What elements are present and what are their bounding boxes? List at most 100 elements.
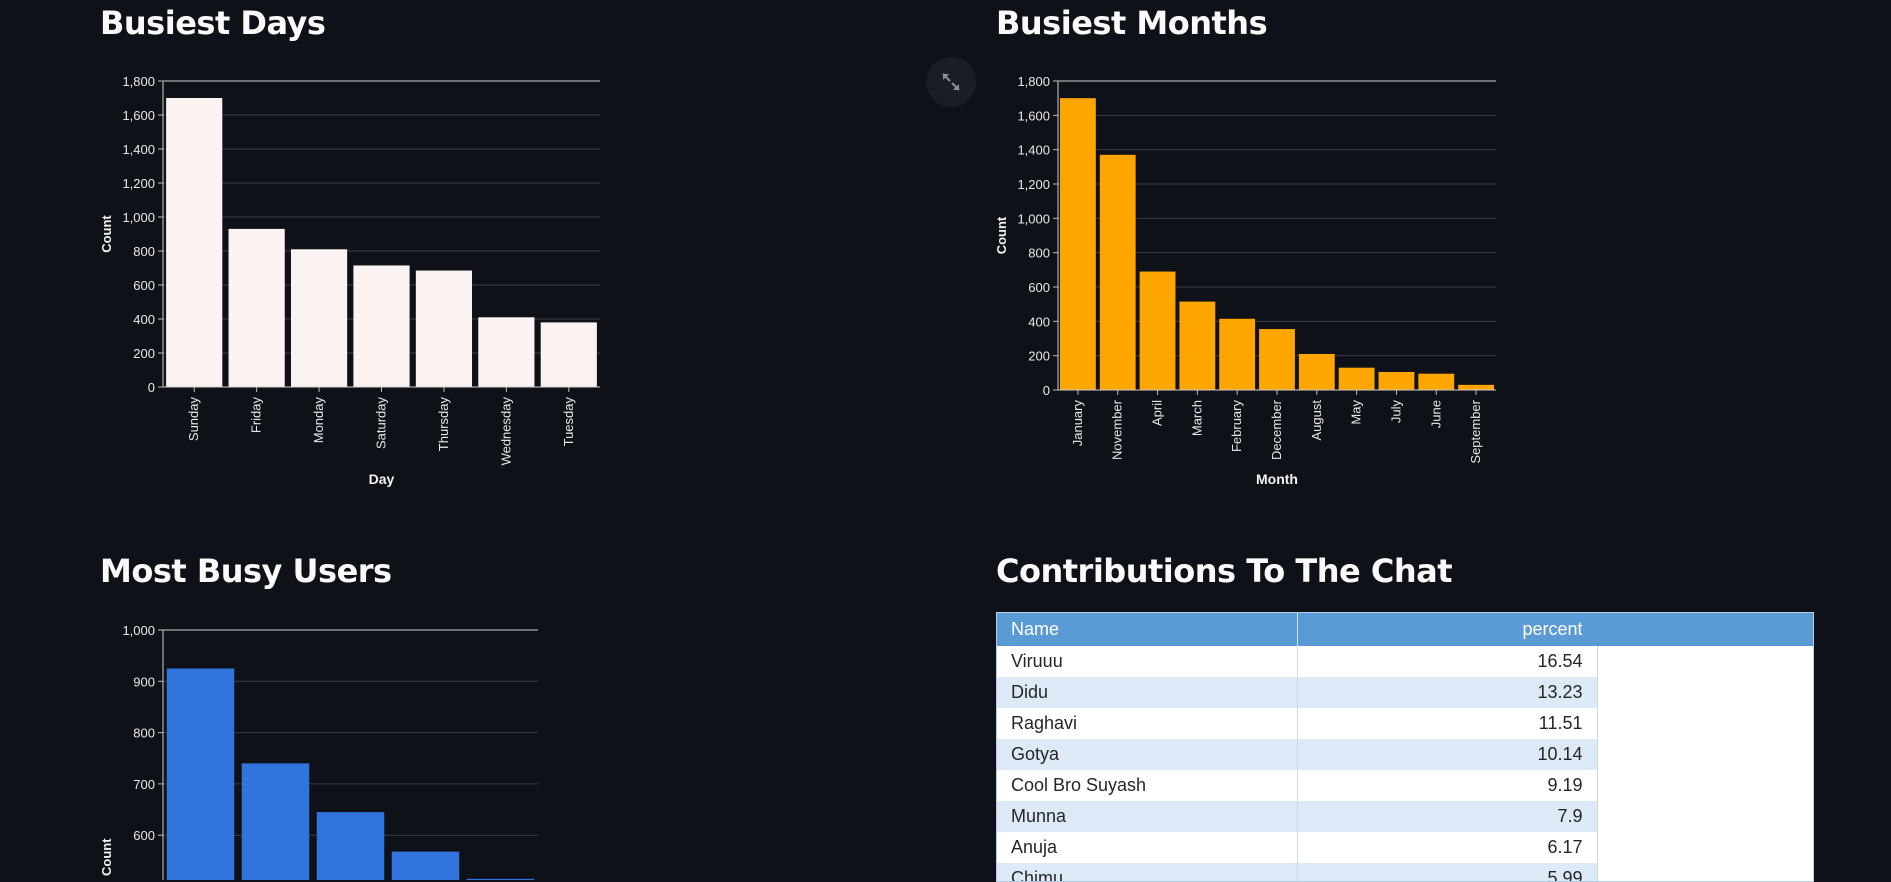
x-tick-label: April [1150, 400, 1165, 426]
y-tick-label: 400 [133, 312, 155, 327]
y-tick-label: 1,200 [122, 176, 155, 191]
cell-name: Chimu [997, 863, 1298, 881]
expand-chart-button[interactable] [926, 57, 976, 107]
expand-arrows-icon [942, 73, 960, 91]
x-tick-label: Thursday [436, 397, 451, 452]
y-tick-label: 1,600 [1017, 108, 1050, 123]
cell-percent: 16.54 [1297, 646, 1598, 677]
x-tick-label: September [1468, 399, 1483, 463]
bar[interactable] [353, 265, 410, 387]
y-tick-label: 800 [133, 244, 155, 259]
bar[interactable] [166, 668, 235, 880]
bar[interactable] [1219, 318, 1256, 390]
y-tick-label: 800 [133, 726, 155, 741]
bar[interactable] [290, 249, 348, 387]
column-header-percent[interactable]: percent [1297, 613, 1598, 646]
cell-name: Cool Bro Suyash [997, 770, 1298, 801]
y-tick-label: 1,400 [122, 142, 155, 157]
y-tick-label: 800 [1028, 246, 1050, 261]
bar[interactable] [1418, 373, 1455, 390]
y-tick-label: 0 [148, 380, 155, 395]
bar[interactable] [1259, 329, 1295, 390]
y-tick-label: 200 [1028, 349, 1050, 364]
y-tick-label: 600 [133, 828, 155, 843]
cell-name: Munna [997, 801, 1298, 832]
y-tick-label: 200 [133, 346, 155, 361]
y-tick-label: 1,600 [122, 108, 155, 123]
table-row[interactable]: Munna 7.9 [997, 801, 1598, 832]
bar[interactable] [540, 322, 597, 387]
cell-percent: 9.19 [1297, 770, 1598, 801]
bar[interactable] [415, 270, 473, 387]
x-tick-label: March [1189, 400, 1204, 436]
table-row[interactable]: Viruuu 16.54 [997, 646, 1598, 677]
busiest-days-title: Busiest Days [100, 4, 326, 42]
y-axis-title: Count [99, 215, 114, 253]
x-tick-label: June [1428, 400, 1443, 428]
bar[interactable] [391, 851, 460, 880]
contributions-table: Name percent Viruuu 16.54 Didu 13.23 Raghavi… [996, 612, 1814, 882]
cell-percent: 13.23 [1297, 677, 1598, 708]
x-tick-label: Wednesday [498, 397, 513, 466]
x-tick-label: August [1309, 400, 1324, 441]
bar[interactable] [478, 317, 535, 387]
y-axis-title: Count [994, 216, 1009, 254]
table-row[interactable]: Raghavi 11.51 [997, 708, 1598, 739]
x-tick-label: February [1229, 400, 1244, 453]
bar[interactable] [316, 812, 385, 880]
cell-percent: 6.17 [1297, 832, 1598, 863]
table-header-filler [1597, 613, 1813, 646]
y-tick-label: 0 [1043, 383, 1050, 398]
y-axis-title: Message Count [99, 838, 114, 880]
cell-name: Anuja [997, 832, 1298, 863]
table-row[interactable]: Chimu 5.99 [997, 863, 1598, 881]
contributions-title: Contributions To The Chat [996, 552, 1453, 590]
y-tick-label: 700 [133, 777, 155, 792]
x-tick-label: Sunday [186, 397, 201, 442]
x-tick-label: November [1110, 399, 1125, 460]
y-tick-label: 1,400 [1017, 143, 1050, 158]
bar[interactable] [1099, 154, 1136, 390]
x-tick-label: January [1070, 400, 1085, 447]
y-tick-label: 1,800 [122, 74, 155, 89]
bar[interactable] [1059, 98, 1096, 391]
y-tick-label: 900 [133, 674, 155, 689]
bar[interactable] [1298, 353, 1335, 390]
cell-name: Raghavi [997, 708, 1298, 739]
x-tick-label: July [1388, 400, 1403, 424]
bar[interactable] [1338, 367, 1375, 390]
bar[interactable] [1139, 271, 1176, 390]
x-tick-label: Tuesday [561, 397, 576, 447]
bar[interactable] [1378, 371, 1415, 390]
x-tick-label: December [1269, 399, 1284, 460]
cell-percent: 7.9 [1297, 801, 1598, 832]
busy-users-title: Most Busy Users [100, 552, 392, 590]
column-header-name[interactable]: Name [997, 613, 1298, 646]
y-tick-label: 1,200 [1017, 177, 1050, 192]
table-row[interactable]: Anuja 6.17 [997, 832, 1598, 863]
table-row[interactable]: Cool Bro Suyash 9.19 [997, 770, 1598, 801]
cell-name: Gotya [997, 739, 1298, 770]
cell-name: Viruuu [997, 646, 1298, 677]
x-axis-title: Day [369, 471, 395, 487]
x-tick-label: May [1349, 400, 1364, 425]
y-tick-label: 1,000 [1017, 211, 1050, 226]
cell-name: Didu [997, 677, 1298, 708]
cell-percent: 10.14 [1297, 739, 1598, 770]
x-tick-label: Saturday [374, 397, 389, 450]
y-tick-label: 400 [1028, 314, 1050, 329]
table-row[interactable]: Gotya 10.14 [997, 739, 1598, 770]
y-tick-label: 600 [1028, 280, 1050, 295]
bar[interactable] [241, 763, 310, 880]
table-header-row: Name percent [997, 613, 1598, 646]
bar[interactable] [228, 228, 285, 387]
y-tick-label: 1,800 [1017, 74, 1050, 89]
y-tick-label: 1,000 [122, 210, 155, 225]
bar[interactable] [166, 98, 223, 387]
y-tick-label: 600 [133, 278, 155, 293]
bar[interactable] [1458, 384, 1495, 390]
x-tick-label: Monday [311, 397, 326, 444]
table-row[interactable]: Didu 13.23 [997, 677, 1598, 708]
y-tick-label: 1,000 [122, 623, 155, 638]
bar[interactable] [1179, 301, 1216, 390]
